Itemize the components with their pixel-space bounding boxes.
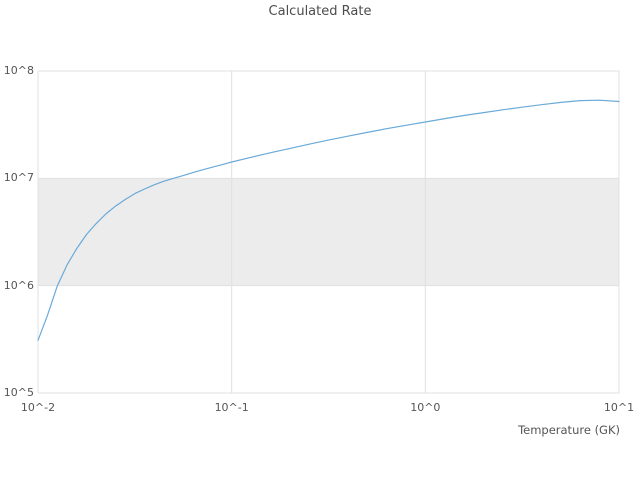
chart-title: Calculated Rate: [268, 4, 372, 19]
x-tick-label: 10^1: [603, 401, 635, 414]
y-tick-label: 10^6: [3, 278, 34, 292]
x-tick-label: 10^-1: [214, 401, 249, 414]
rate-curve: [37, 99, 620, 341]
x-tick-label: 10^0: [410, 401, 441, 414]
y-tick-label: 10^5: [3, 386, 34, 399]
highlight-band: [38, 178, 619, 286]
y-tick-label: 10^7: [3, 171, 34, 185]
x-axis-label: Temperature (GK): [518, 423, 620, 437]
y-tick-label: 10^8: [3, 64, 34, 77]
x-tick-label: 10^-2: [20, 401, 56, 414]
